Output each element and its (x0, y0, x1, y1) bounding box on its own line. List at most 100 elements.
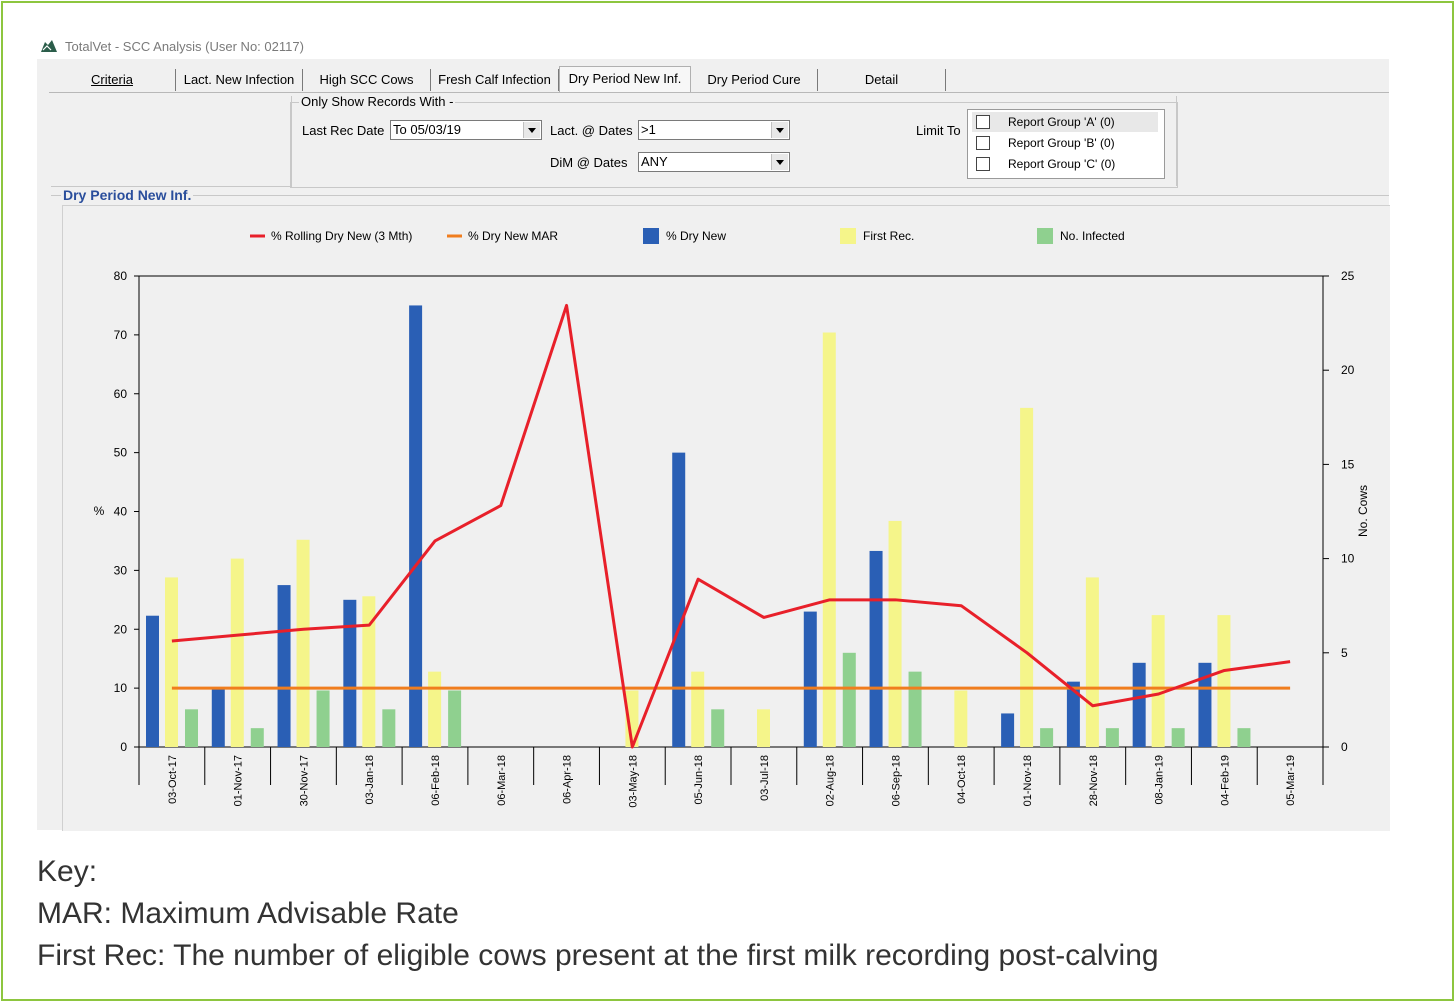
report-group-c-label: Report Group 'C' (0) (1008, 157, 1116, 171)
tab-criteria[interactable]: Criteria (49, 69, 176, 91)
last-rec-date-value: To 05/03/19 (393, 122, 461, 137)
x-tick-label: 06-Mar-18 (496, 755, 508, 806)
tab-lact-new-infection[interactable]: Lact. New Infection (176, 69, 303, 91)
legend-label-1: % Dry New MAR (468, 229, 558, 243)
y-left-tick-label: 60 (114, 387, 128, 401)
y-right-tick-label: 10 (1341, 552, 1355, 566)
bar-no-infected (185, 709, 198, 747)
chevron-down-icon[interactable] (771, 122, 788, 138)
checkbox-icon[interactable] (976, 136, 990, 150)
bar-dry-new (803, 611, 817, 747)
x-tick-label: 01-Nov-18 (1022, 755, 1034, 806)
dry-period-chart: % Rolling Dry New (3 Mth) % Dry New MAR % … (94, 228, 1370, 808)
bar-no-infected (382, 709, 396, 747)
bar-dry-new (869, 550, 883, 747)
bar-dry-new (1001, 713, 1015, 747)
x-tick-label: 05-Jun-18 (693, 755, 705, 805)
last-rec-date-label: Last Rec Date (302, 123, 385, 138)
bar-first-rec (888, 520, 902, 747)
section-divider (51, 195, 1389, 196)
bar-dry-new (343, 599, 357, 747)
bar-dry-new (672, 452, 686, 747)
key-line-first-rec: First Rec: The number of eligible cows p… (37, 939, 1159, 972)
bar-dry-new (1066, 681, 1080, 747)
tab-dry-period-cure[interactable]: Dry Period Cure (691, 69, 818, 91)
y-left-axis-label: % (94, 504, 105, 518)
bar-dry-new (409, 305, 423, 747)
bar-no-infected (1040, 728, 1054, 747)
tab-dry-period-new-inf[interactable]: Dry Period New Inf. (559, 66, 691, 92)
lact-dates-select[interactable]: >1 (638, 120, 790, 140)
filter-group (290, 102, 1178, 188)
bar-no-infected (316, 690, 330, 747)
tab-fresh-calf-infection[interactable]: Fresh Calf Infection (431, 69, 559, 91)
y-left-tick-label: 70 (114, 328, 128, 342)
legend-swatch-4 (1037, 228, 1053, 244)
legend-swatch-2 (643, 228, 659, 244)
bar-no-infected (842, 652, 856, 747)
bar-first-rec (757, 709, 770, 747)
bar-no-infected (711, 709, 725, 747)
bar-first-rec (625, 690, 639, 747)
y-left-tick-label: 40 (114, 505, 128, 519)
y-right-axis-label: No. Cows (1356, 485, 1370, 537)
dim-dates-value: ANY (641, 154, 668, 169)
app-logo-icon (41, 40, 57, 52)
tab-high-scc-cows[interactable]: High SCC Cows (303, 69, 431, 91)
legend-label-2: % Dry New (666, 229, 726, 243)
report-group-a[interactable]: Report Group 'A' (0) (972, 112, 1158, 132)
legend-label-4: No. Infected (1060, 229, 1125, 243)
y-left-tick-label: 80 (114, 269, 128, 283)
plot-area (138, 275, 1324, 748)
x-tick-label: 06-Sep-18 (890, 755, 902, 806)
bar-first-rec (362, 596, 376, 747)
bar-first-rec (296, 539, 310, 747)
y-right-tick-label: 15 (1341, 457, 1355, 471)
bar-first-rec (165, 577, 178, 747)
y-left-tick-label: 20 (114, 622, 128, 636)
x-tick-label: 01-Nov-17 (233, 755, 245, 806)
legend-swatch-3 (840, 228, 856, 244)
x-tick-label: 06-Feb-18 (430, 755, 442, 806)
x-tick-label: 03-May-18 (627, 755, 639, 808)
chevron-down-icon[interactable] (523, 122, 540, 138)
legend-label-0: % Rolling Dry New (3 Mth) (271, 229, 412, 243)
bar-no-infected (1171, 728, 1185, 747)
key-heading: Key: (37, 855, 98, 888)
checkbox-icon[interactable] (976, 157, 990, 171)
x-tick-label: 08-Jan-19 (1154, 755, 1166, 805)
x-tick-label: 03-Jan-18 (364, 755, 376, 805)
bar-dry-new (211, 688, 225, 747)
x-tick-label: 04-Feb-19 (1219, 755, 1231, 806)
bar-no-infected (448, 690, 462, 747)
bar-dry-new (1132, 662, 1146, 747)
chevron-down-icon[interactable] (771, 154, 788, 170)
x-tick-label: 04-Oct-18 (956, 755, 968, 804)
bar-no-infected (1105, 728, 1119, 747)
report-group-list: Report Group 'A' (0) Report Group 'B' (0… (967, 109, 1165, 179)
key-line-mar: MAR: Maximum Advisable Rate (37, 897, 459, 930)
dim-dates-select[interactable]: ANY (638, 152, 790, 172)
report-group-b[interactable]: Report Group 'B' (0) (972, 133, 1158, 153)
panel-divider (1176, 96, 1177, 186)
y-left-tick-label: 50 (114, 446, 128, 460)
x-tick-label: 03-Jul-18 (759, 755, 771, 801)
bar-dry-new (146, 615, 159, 747)
bar-first-rec (954, 690, 968, 747)
last-rec-date-select[interactable]: To 05/03/19 (390, 120, 542, 140)
y-left-tick-label: 10 (114, 681, 128, 695)
bar-first-rec (1020, 407, 1034, 747)
criteria-panel (51, 96, 292, 187)
tab-detail[interactable]: Detail (818, 69, 946, 91)
report-group-a-label: Report Group 'A' (0) (1008, 115, 1115, 129)
y-left-tick-label: 30 (114, 563, 128, 577)
filter-group-legend: Only Show Records With - (299, 94, 456, 109)
section-title: Dry Period New Inf. (61, 187, 194, 203)
y-right-tick-label: 5 (1341, 646, 1348, 660)
bar-first-rec (428, 671, 442, 747)
checkbox-icon[interactable] (976, 115, 990, 129)
report-group-c[interactable]: Report Group 'C' (0) (972, 154, 1158, 174)
x-tick-label: 30-Nov-17 (298, 755, 310, 806)
bar-dry-new (277, 585, 291, 747)
